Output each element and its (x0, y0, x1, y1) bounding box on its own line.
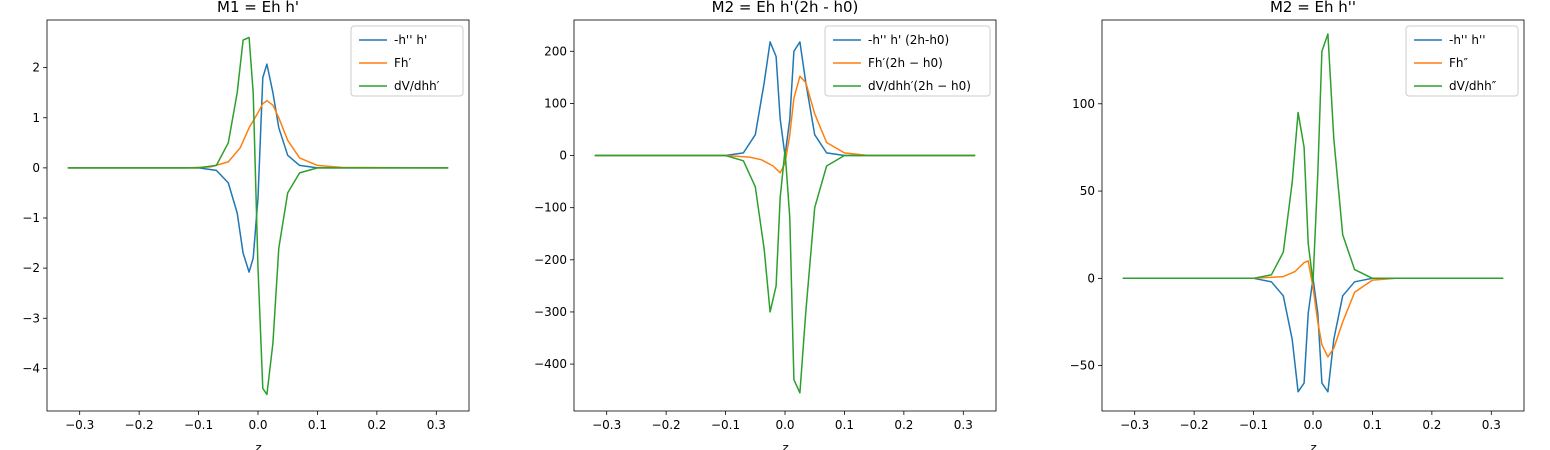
y-tick-label: 100 (1072, 97, 1095, 111)
x-tick-label: −0.1 (711, 418, 740, 432)
y-tick-label: 50 (1080, 184, 1095, 198)
y-tick-label: 1 (32, 111, 40, 125)
legend-entry: dV/dhh′ (394, 79, 440, 93)
x-tick-label: 0.3 (954, 418, 973, 432)
legend-entry: -h'' h' (394, 33, 427, 47)
y-tick-label: 200 (544, 44, 567, 58)
legend-box (824, 25, 991, 97)
x-tick-label: −0.2 (125, 418, 154, 432)
legend-entry: dV/dhh′(2h − h0) (868, 79, 971, 93)
legend-entry: dV/dhh″ (1449, 79, 1497, 93)
x-tick-label: −0.1 (1239, 418, 1268, 432)
legend-entry: Fh″ (1449, 56, 1469, 70)
legend-box (350, 25, 464, 97)
x-tick-label: 0.3 (1482, 418, 1501, 432)
y-tick-label: −400 (534, 357, 567, 371)
series-line-2 (67, 99, 449, 169)
legend-entry: -h'' h'' (1449, 33, 1486, 47)
x-tick-label: 0.3 (427, 418, 446, 432)
legend: -h'' h' (2h-h0) Fh′(2h − h0) dV/dhh′(2h − … (824, 25, 991, 97)
legend: -h'' h' Fh′ dV/dhh′ (350, 25, 464, 97)
chart-title: M2 = Eh h'' (1270, 0, 1356, 16)
x-tick-label: 0.1 (308, 418, 327, 432)
x-tick-label: 0.0 (775, 418, 794, 432)
x-axis-label: z (1309, 441, 1317, 450)
y-tick-label: −50 (1070, 359, 1095, 373)
chart-title: M2 = Eh h'(2h - h0) (712, 0, 859, 16)
legend-box (1405, 25, 1519, 97)
y-tick-label: 100 (544, 96, 567, 110)
chart-3: M2 = Eh h'' −0.3 −0.2 −0.1 0.0 0.1 0.2 0.3 z −50 0… (1070, 0, 1525, 450)
x-tick-label: 0.2 (367, 418, 386, 432)
x-tick-label: −0.3 (1120, 418, 1149, 432)
y-tick-label: 0 (32, 161, 40, 175)
x-tick-label: 0.0 (248, 418, 267, 432)
series-line-2 (1122, 260, 1504, 358)
series-line-3 (1122, 33, 1504, 283)
series-line-1 (67, 63, 449, 273)
chart-2: M2 = Eh h'(2h - h0) −0.3 −0.2 −0.1 0.0 0.1 0.2… (534, 0, 997, 450)
x-tick-label: −0.1 (184, 418, 213, 432)
y-tick-label: −2 (22, 261, 40, 275)
x-tick-label: 0.2 (894, 418, 913, 432)
legend-entry: Fh′(2h − h0) (868, 56, 943, 70)
x-tick-label: −0.3 (592, 418, 621, 432)
y-tick-label: −4 (22, 361, 40, 375)
legend-entry: Fh′ (394, 56, 412, 70)
y-tick-label: 0 (1087, 271, 1095, 285)
y-tick-label: −1 (22, 211, 40, 225)
y-tick-label: −200 (534, 253, 567, 267)
x-tick-label: −0.2 (652, 418, 681, 432)
x-tick-label: 0.1 (835, 418, 854, 432)
x-tick-label: −0.2 (1180, 418, 1209, 432)
series-line-3 (67, 36, 449, 396)
series-line-2 (594, 75, 976, 174)
legend-entry: -h'' h' (2h-h0) (868, 33, 949, 47)
chart-title: M1 = Eh h' (217, 0, 299, 16)
x-axis-label: z (781, 441, 789, 450)
y-tick-label: 2 (32, 61, 40, 75)
series-line-3 (594, 149, 976, 394)
x-tick-label: −0.3 (65, 418, 94, 432)
y-tick-label: −3 (22, 311, 40, 325)
y-tick-label: −300 (534, 305, 567, 319)
series-line-1 (1122, 277, 1504, 393)
x-tick-label: 0.0 (1303, 418, 1322, 432)
chart-1: M1 = Eh h' −0.3 −0.2 −0.1 0.0 0.1 0.2 0.3 z −4 −3 −… (22, 0, 470, 450)
x-tick-label: 0.1 (1363, 418, 1382, 432)
x-tick-label: 0.2 (1422, 418, 1441, 432)
legend: -h'' h'' Fh″ dV/dhh″ (1405, 25, 1519, 97)
y-tick-label: −100 (534, 201, 567, 215)
y-tick-label: 0 (559, 149, 567, 163)
x-axis-label: z (254, 441, 262, 450)
